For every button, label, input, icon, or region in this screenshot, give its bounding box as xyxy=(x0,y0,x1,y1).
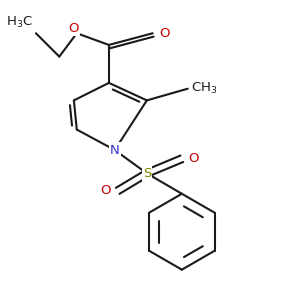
Text: O: O xyxy=(159,27,169,40)
Text: O: O xyxy=(101,184,111,197)
Text: CH$_3$: CH$_3$ xyxy=(190,81,217,96)
Text: N: N xyxy=(110,143,120,157)
Text: H$_3$C: H$_3$C xyxy=(6,15,33,30)
Text: O: O xyxy=(69,22,79,35)
Text: S: S xyxy=(143,167,151,180)
Text: O: O xyxy=(188,152,199,165)
